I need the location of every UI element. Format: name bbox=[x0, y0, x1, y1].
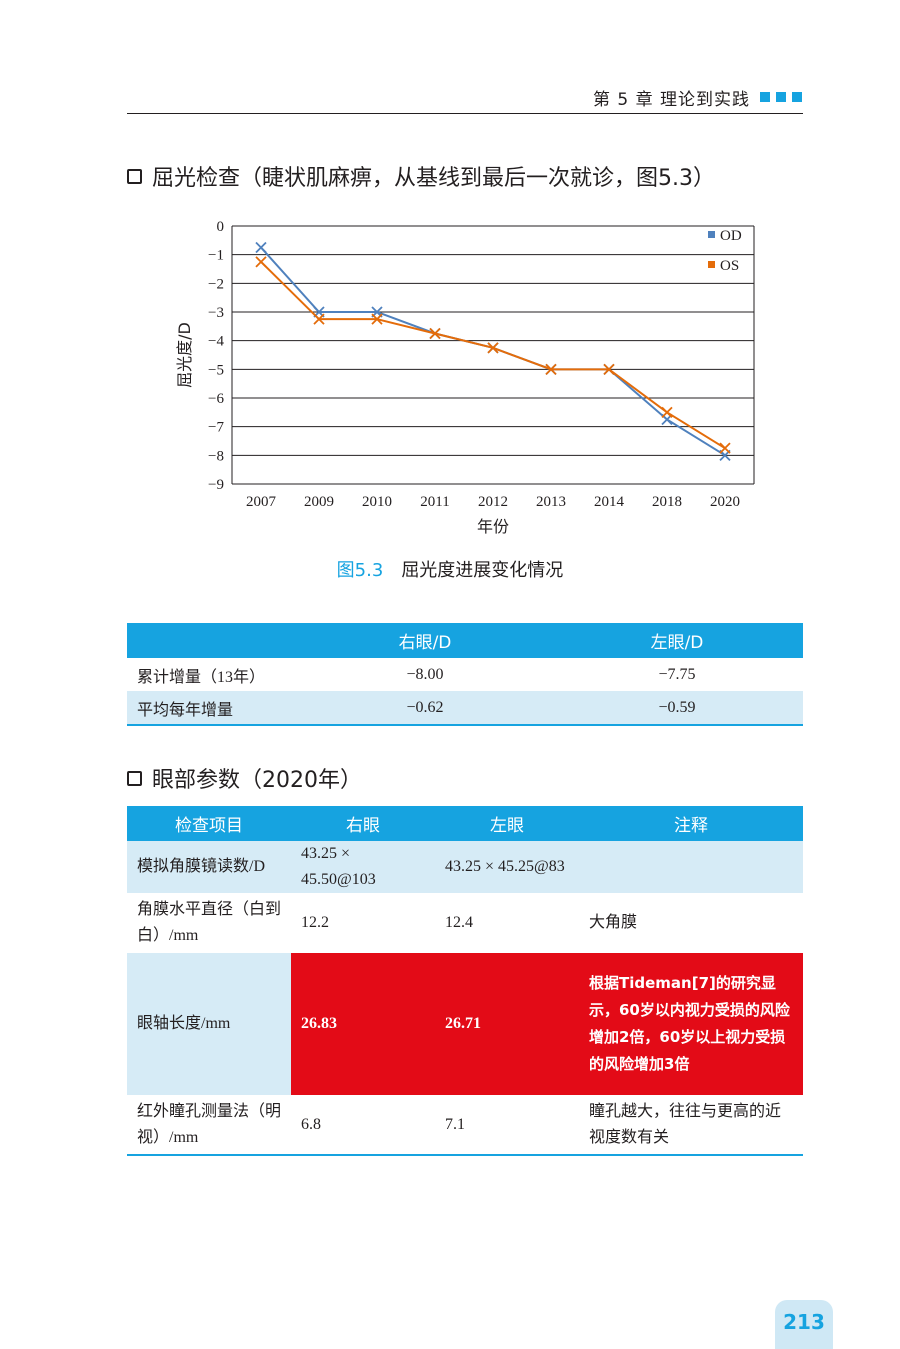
table-row: 平均每年增量 −0.62 −0.59 bbox=[127, 691, 803, 726]
x-tick-label: 2013 bbox=[536, 494, 566, 510]
x-tick-label: 2011 bbox=[420, 494, 449, 510]
data-point-os bbox=[719, 442, 731, 454]
section-heading-refraction: 屈光检查（睫状肌麻痹，从基线到最后一次就诊，图5.3） bbox=[127, 160, 715, 192]
data-point-os bbox=[487, 342, 499, 354]
table-cell: 43.25 × 45.50@103 bbox=[291, 841, 435, 893]
chapter-header: 第 5 章 理论到实践 bbox=[592, 90, 750, 110]
table-header-cell: 检查项目 bbox=[127, 806, 291, 841]
series-line-od bbox=[260, 246, 726, 457]
table-cell: 12.4 bbox=[445, 914, 473, 931]
y-tick-label: −6 bbox=[208, 391, 224, 407]
x-axis-title: 年份 bbox=[477, 517, 509, 536]
table-cell: 7.1 bbox=[435, 1095, 579, 1156]
section-heading-text: 眼部参数（2020年） bbox=[152, 768, 362, 793]
refraction-line-chart: 0 −1 −2 −3 −4 −5 −6 −7 −8 −9 2007 2009 2010 2011 2012 2… bbox=[175, 219, 755, 536]
data-point-os bbox=[255, 256, 267, 268]
table-header-row: 右眼/D 左眼/D bbox=[127, 623, 803, 658]
table-cell: 6.8 bbox=[291, 1095, 435, 1156]
table-row: 角膜水平直径（白到白）/mm 12.2 12.4 大角膜 bbox=[127, 893, 803, 953]
figure-caption-text: 屈光度进展变化情况 bbox=[401, 560, 564, 581]
table-header-cell: 左眼/D bbox=[551, 623, 803, 658]
table-cell: 角膜水平直径（白到白）/mm bbox=[137, 901, 282, 944]
y-tick-label: −3 bbox=[208, 305, 224, 321]
data-point-os bbox=[661, 406, 673, 418]
table-cell: 12.2 bbox=[301, 914, 329, 931]
y-tick-label: −9 bbox=[208, 477, 224, 493]
y-tick-label: 0 bbox=[217, 219, 225, 235]
table-cell: −7.75 bbox=[658, 665, 696, 683]
data-point-os bbox=[603, 363, 615, 375]
table-row: 模拟角膜镜读数/D 43.25 × 45.50@103 43.25 × 45.2… bbox=[127, 841, 803, 893]
table-cell: 43.25 × 45.25@83 bbox=[435, 841, 579, 893]
x-tick-label: 2007 bbox=[246, 494, 277, 510]
figure-number: 图5.3 bbox=[336, 560, 384, 581]
eye-parameters-table: 检查项目 右眼 左眼 注释 模拟角膜镜读数/D 43.25 × 45.50@10… bbox=[127, 806, 803, 1156]
table-cell: 大角膜 bbox=[589, 914, 638, 931]
data-point-os bbox=[429, 327, 441, 340]
x-tick-label: 2018 bbox=[652, 494, 682, 510]
data-point-os bbox=[545, 363, 557, 375]
x-tick-label: 2012 bbox=[478, 494, 508, 510]
table-cell: 眼轴长度/mm bbox=[127, 953, 291, 1095]
legend-label-os: OS bbox=[720, 258, 739, 274]
checkbox-bullet-icon bbox=[127, 770, 142, 786]
data-point-os bbox=[313, 313, 325, 325]
table-cell: 累计增量（13年） bbox=[137, 668, 266, 686]
table-cell: 红外瞳孔测量法（明视）/mm bbox=[127, 1095, 291, 1156]
y-tick-label: −7 bbox=[208, 420, 224, 436]
table-cell: 26.83 bbox=[291, 953, 435, 1095]
x-tick-label: 2010 bbox=[362, 494, 392, 510]
table-cell: −0.59 bbox=[551, 691, 803, 726]
table-cell bbox=[579, 841, 803, 893]
y-axis-title: 屈光度/D bbox=[175, 322, 194, 388]
section-heading-eye-params: 眼部参数（2020年） bbox=[127, 762, 362, 794]
checkbox-bullet-icon bbox=[127, 168, 142, 184]
table-cell: −8.00 bbox=[406, 665, 444, 683]
x-tick-label: 2020 bbox=[710, 494, 740, 510]
page-number: 213 bbox=[775, 1300, 833, 1349]
table-header-cell bbox=[127, 623, 299, 658]
y-tick-label: −8 bbox=[208, 448, 224, 464]
table-header-row: 检查项目 右眼 左眼 注释 bbox=[127, 806, 803, 841]
table-header-cell: 左眼 bbox=[435, 806, 579, 841]
table-cell: 根据Tideman[7]的研究显示，60岁以内视力受损的风险增加2倍，60岁以上… bbox=[579, 953, 803, 1095]
series-line-os bbox=[260, 261, 726, 450]
table-row: 红外瞳孔测量法（明视）/mm 6.8 7.1 瞳孔越大，往往与更高的近视度数有关 bbox=[127, 1095, 803, 1156]
table-cell: 26.71 bbox=[435, 953, 579, 1095]
table-header-cell: 注释 bbox=[579, 806, 803, 841]
table-header-cell: 右眼 bbox=[291, 806, 435, 841]
y-tick-label: −1 bbox=[208, 248, 224, 264]
x-tick-label: 2014 bbox=[594, 494, 625, 510]
table-header-cell: 右眼/D bbox=[299, 623, 551, 658]
table-cell: 模拟角膜镜读数/D bbox=[127, 841, 291, 893]
legend-label-od: OD bbox=[720, 228, 742, 244]
header-decoration bbox=[760, 92, 802, 102]
refraction-increment-table: 右眼/D 左眼/D 累计增量（13年） −8.00 −7.75 平均每年增量 −… bbox=[127, 623, 803, 726]
y-tick-label: −4 bbox=[208, 334, 224, 350]
y-tick-label: −2 bbox=[208, 276, 224, 292]
x-tick-label: 2009 bbox=[304, 494, 334, 510]
legend-swatch-od bbox=[708, 231, 715, 238]
table-cell: −0.62 bbox=[299, 691, 551, 726]
table-cell: 平均每年增量 bbox=[127, 691, 299, 726]
table-row-highlight: 眼轴长度/mm 26.83 26.71 根据Tideman[7]的研究显示，60… bbox=[127, 953, 803, 1095]
figure-caption: 图5.3 屈光度进展变化情况 bbox=[0, 556, 900, 582]
legend-swatch-os bbox=[708, 261, 715, 268]
section-heading-text: 屈光检查（睫状肌麻痹，从基线到最后一次就诊，图5.3） bbox=[152, 166, 715, 191]
table-cell: 瞳孔越大，往往与更高的近视度数有关 bbox=[579, 1095, 803, 1156]
table-row: 累计增量（13年） −8.00 −7.75 bbox=[127, 658, 803, 691]
data-point-os bbox=[371, 313, 383, 325]
y-tick-label: −5 bbox=[208, 362, 224, 378]
data-point-od bbox=[255, 241, 267, 254]
header-rule bbox=[127, 113, 803, 114]
